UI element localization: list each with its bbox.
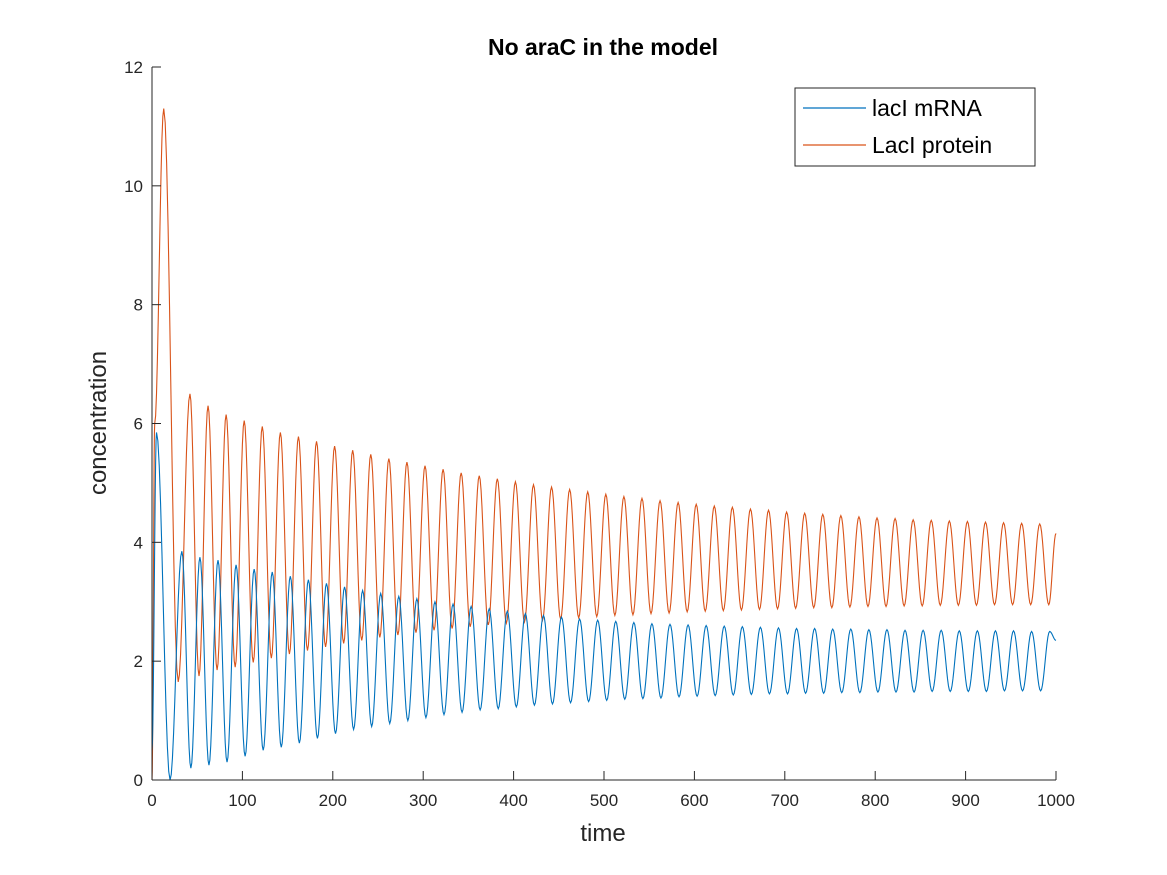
chart-title: No araC in the model (488, 34, 718, 60)
x-tick-label: 900 (951, 791, 979, 810)
y-tick-label: 12 (124, 58, 143, 77)
y-tick-label: 0 (134, 771, 143, 790)
y-axis-label: concentration (85, 351, 112, 495)
plot-lines (151, 108, 1057, 781)
x-tick-label: 300 (409, 791, 437, 810)
x-tick-label: 100 (228, 791, 256, 810)
x-axis-label: time (580, 820, 625, 847)
y-tick-label: 4 (134, 533, 143, 552)
x-tick-label: 800 (861, 791, 889, 810)
x-tick-label: 400 (499, 791, 527, 810)
x-tick-label: 1000 (1037, 791, 1075, 810)
x-tick-label: 200 (319, 791, 347, 810)
x-tick-label: 500 (590, 791, 618, 810)
x-tick-label: 600 (680, 791, 708, 810)
series-line-lacI-mrna (151, 432, 1057, 781)
legend-label-mrna: lacI mRNA (872, 95, 983, 121)
axes: 0 100 200 300 400 500 600 700 800 900 1000 0 2 4 6 8 10 1… (124, 58, 1075, 810)
x-tick-label: 700 (771, 791, 799, 810)
y-tick-label: 10 (124, 177, 143, 196)
y-tick-label: 2 (134, 652, 143, 671)
legend-label-protein: LacI protein (872, 132, 992, 158)
legend-box (794, 87, 1036, 167)
y-tick-label: 8 (134, 296, 143, 315)
legend: lacI mRNA LacI protein (794, 87, 1036, 167)
series-line-lacI-protein (151, 108, 1057, 781)
x-tick-label: 0 (147, 791, 156, 810)
y-tick-label: 6 (134, 415, 143, 434)
